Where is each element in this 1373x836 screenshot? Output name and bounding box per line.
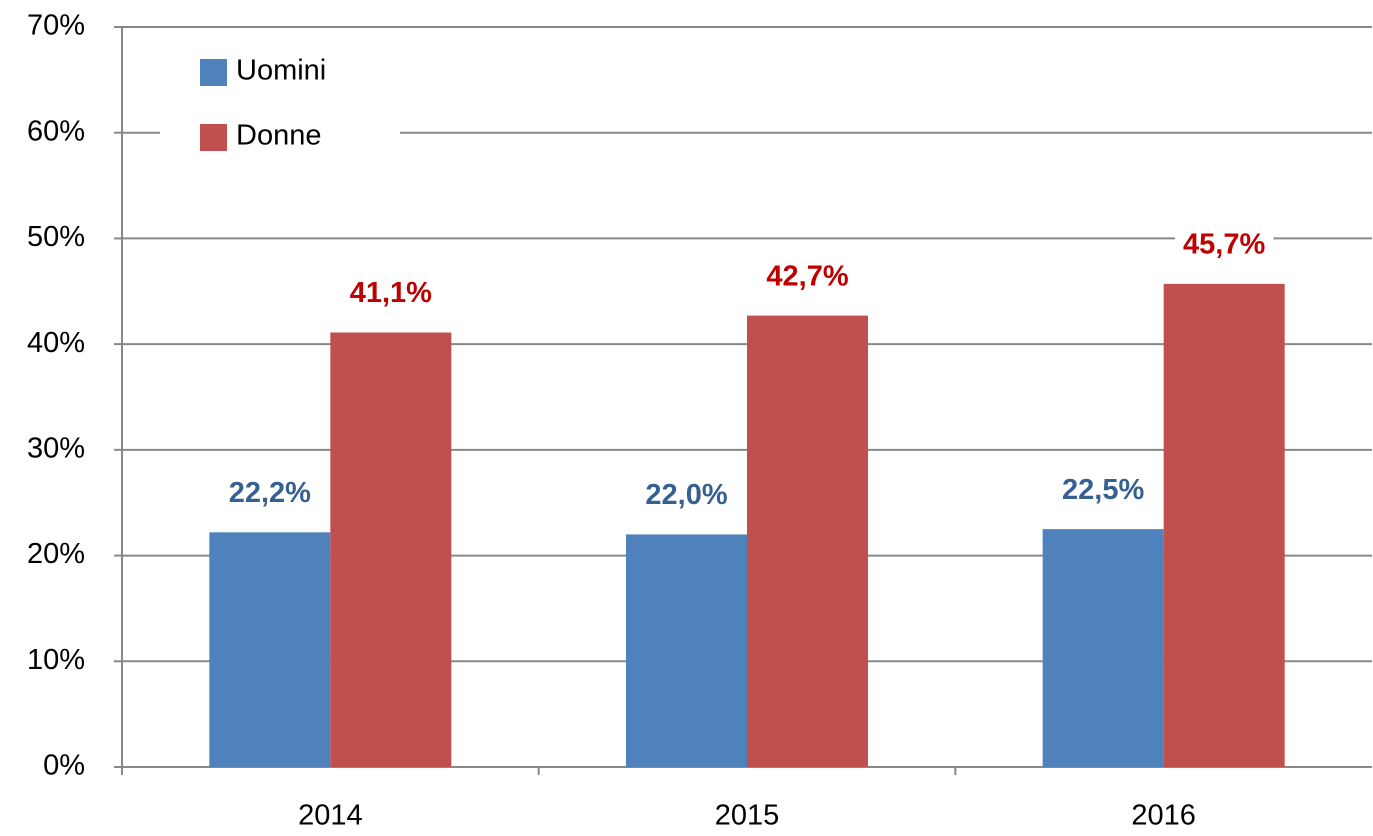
bar xyxy=(1042,529,1164,767)
data-label: 22,5% xyxy=(1062,474,1144,506)
data-label: 22,2% xyxy=(229,477,311,509)
legend-swatch xyxy=(200,124,227,151)
bar xyxy=(626,534,747,767)
x-tick-label: 2014 xyxy=(298,800,363,832)
data-label-bg xyxy=(1175,224,1274,265)
legend-label: Donne xyxy=(236,120,321,152)
data-label-bg xyxy=(758,256,857,297)
y-tick-label: 0% xyxy=(43,750,85,782)
bar xyxy=(1163,283,1285,767)
y-tick-label: 60% xyxy=(27,115,85,147)
y-tick-label: 10% xyxy=(27,644,85,676)
data-label: 42,7% xyxy=(766,260,848,292)
data-label-bg xyxy=(1054,469,1153,510)
data-label: 41,1% xyxy=(350,277,432,309)
data-label: 22,0% xyxy=(645,479,727,511)
legend-label: Uomini xyxy=(236,55,326,87)
bar xyxy=(330,332,452,767)
y-tick-label: 50% xyxy=(27,221,85,253)
bar xyxy=(209,532,331,767)
y-tick-label: 30% xyxy=(27,433,85,465)
y-tick-label: 20% xyxy=(27,538,85,570)
data-label-bg xyxy=(220,472,320,513)
y-tick-label: 70% xyxy=(27,10,85,42)
y-tick-label: 40% xyxy=(27,327,85,359)
data-label-bg xyxy=(637,475,736,516)
data-label: 45,7% xyxy=(1183,229,1265,261)
legend-swatch xyxy=(200,59,227,86)
bar xyxy=(747,315,868,767)
x-tick-label: 2015 xyxy=(715,800,780,832)
data-label-bg xyxy=(341,273,441,314)
x-tick-label: 2016 xyxy=(1131,800,1196,832)
